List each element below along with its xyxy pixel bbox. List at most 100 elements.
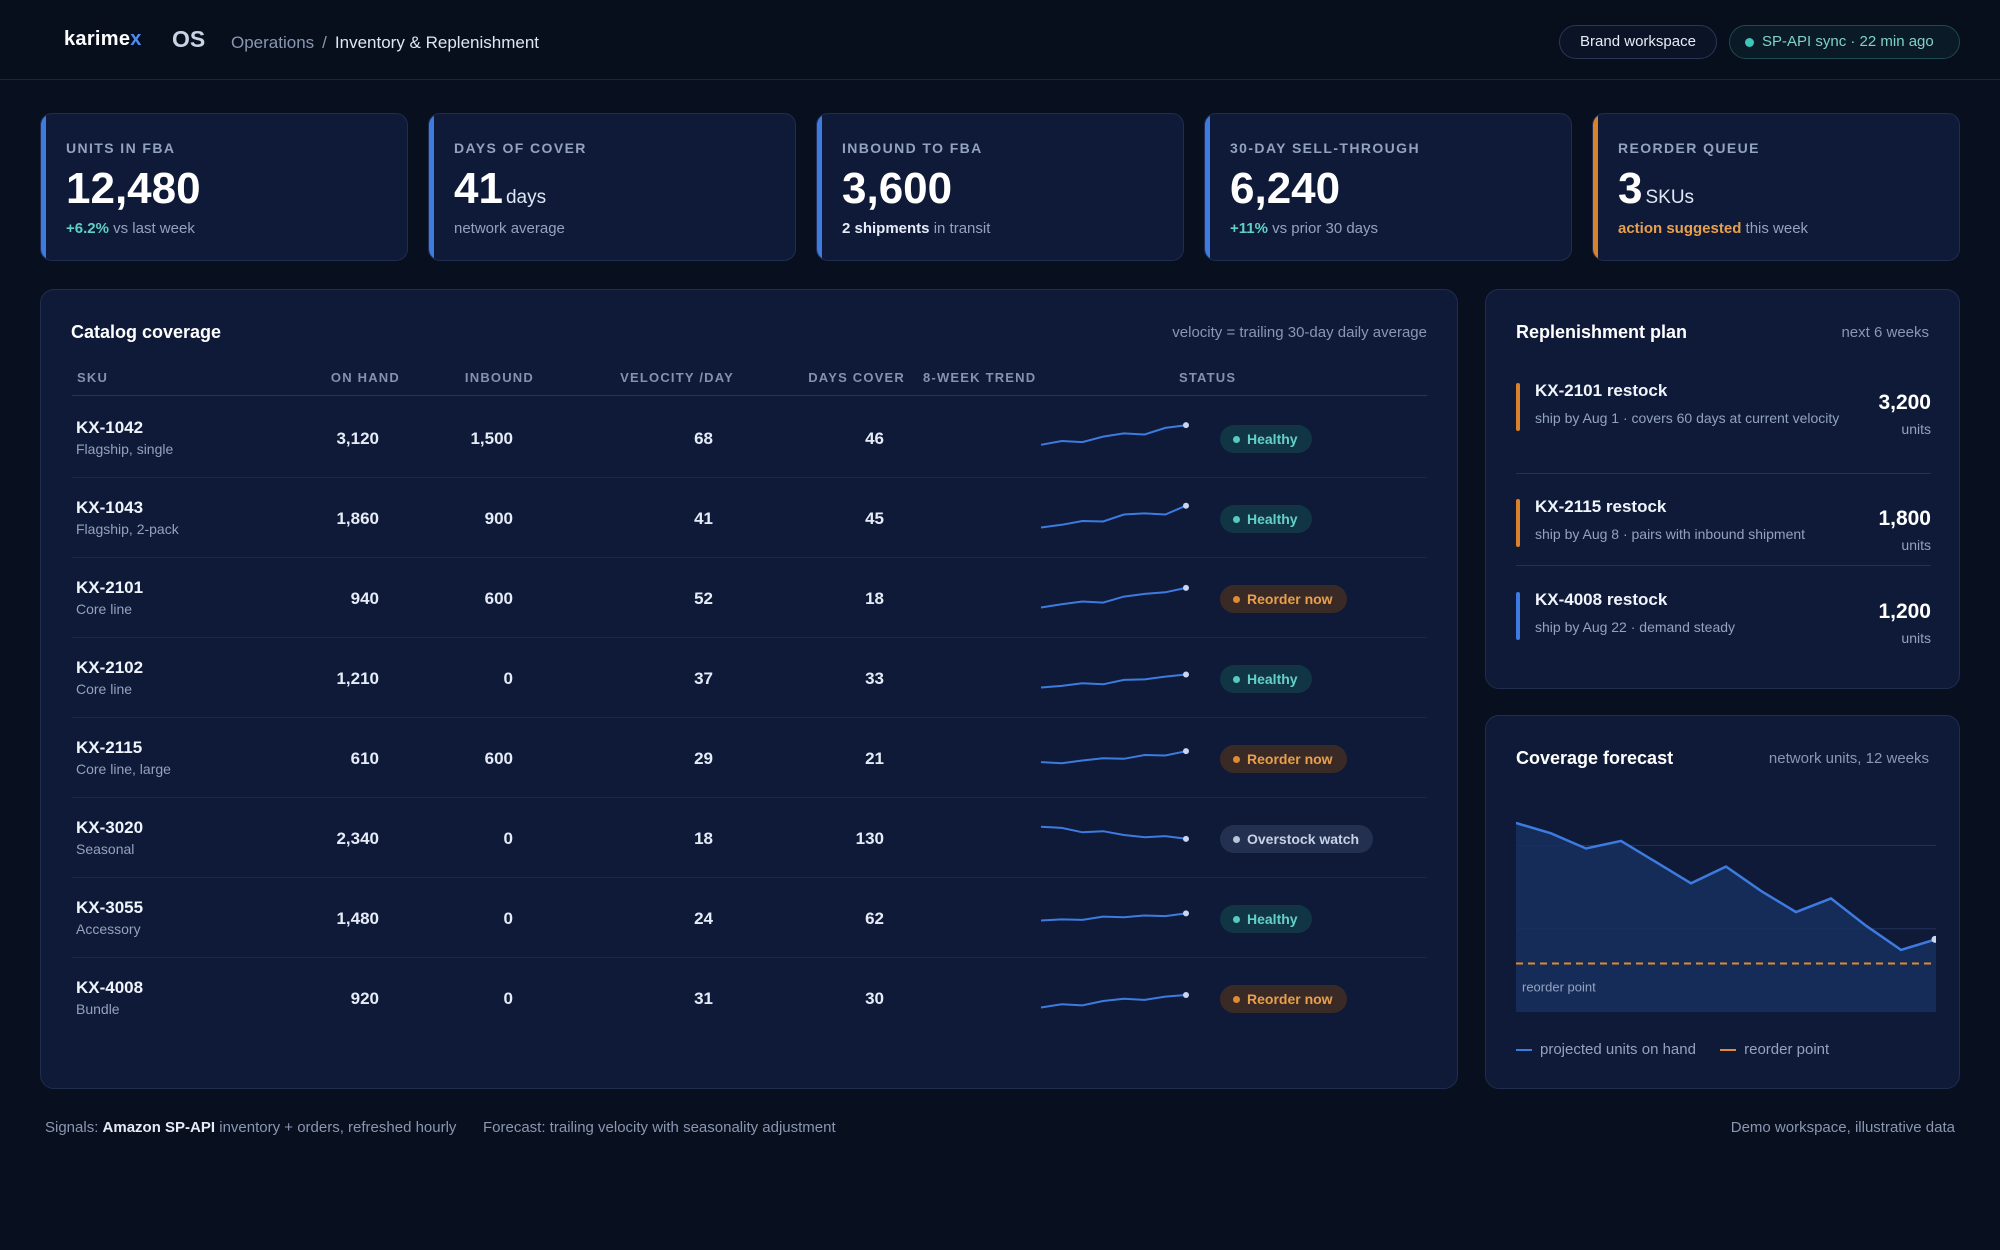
replenishment-item-unit: units (1901, 630, 1931, 646)
replenishment-item[interactable]: KX-2115 restock ship by Aug 8 · pairs wi… (1516, 497, 1931, 557)
on-hand-value: 610 (350, 749, 379, 768)
trend-line (1040, 994, 1187, 1009)
sku-code[interactable]: KX-1042 (76, 418, 144, 437)
kpi-value: 12,480 (66, 164, 201, 213)
sku-code[interactable]: KX-4008 (76, 978, 144, 997)
sku-description: Core line, large (76, 761, 171, 777)
trend-line (1040, 912, 1187, 922)
replenishment-item[interactable]: KX-4008 restock ship by Aug 22 · demand … (1516, 590, 1931, 650)
status-badge: Reorder now (1220, 745, 1347, 773)
table-row[interactable]: KX-3020 Seasonal 2,340 0 18 130 Overstock watc… (72, 798, 1427, 878)
status-badge: Healthy (1220, 665, 1312, 693)
kpi-days-of-cover[interactable]: DAYS OF COVER 41 days network average (428, 113, 796, 261)
column-header-status[interactable]: STATUS (1179, 370, 1237, 385)
status-badge: Overstock watch (1220, 825, 1374, 853)
kpi-inbound-to-fba[interactable]: INBOUND TO FBA 3,600 2 shipments in tran… (816, 113, 1184, 261)
sku-description: Accessory (76, 921, 141, 937)
column-header-velocity[interactable]: VELOCITY /DAY (620, 370, 734, 385)
inbound-value: 0 (503, 669, 513, 688)
sync-status-badge[interactable]: SP-API sync · 22 min ago (1729, 25, 1960, 59)
on-hand-value: 3,120 (336, 429, 379, 448)
table-row[interactable]: KX-4008 Bundle 920 0 31 30 Reorder now (72, 958, 1427, 1038)
status-dot-icon (1233, 836, 1240, 843)
breadcrumb-parent[interactable]: Operations (231, 33, 315, 52)
status-badge: Healthy (1220, 505, 1312, 533)
replenishment-accent-bar (1516, 499, 1520, 547)
days-cover-value: 45 (865, 509, 884, 528)
velocity-value: 37 (694, 669, 713, 688)
trend-endpoint-marker (1183, 835, 1189, 842)
panel-title: Coverage forecast (1516, 748, 1674, 768)
kpi-label: UNITS IN FBA (66, 140, 176, 156)
footer-forecast-note: Forecast: trailing velocity with seasona… (483, 1119, 836, 1136)
sku-code[interactable]: KX-3020 (76, 818, 144, 837)
kpi-accent-bar (429, 114, 434, 260)
sku-code[interactable]: KX-1043 (76, 498, 144, 517)
table-row[interactable]: KX-1042 Flagship, single 3,120 1,500 68 46 Hea… (72, 398, 1427, 478)
kpi-value: 3,600 (842, 164, 953, 213)
projected-area (1516, 823, 1936, 1012)
kpi-sell-through[interactable]: 30-DAY SELL-THROUGH 6,240 +11% vs prior … (1204, 113, 1572, 261)
coverage-forecast-chart: reorder point (1516, 821, 1936, 1012)
table-row[interactable]: KX-3055 Accessory 1,480 0 24 62 Healthy (72, 878, 1427, 958)
kpi-value: 41 days (454, 164, 547, 213)
divider (1516, 473, 1931, 474)
status-badge: Reorder now (1220, 585, 1347, 613)
sku-description: Core line (76, 681, 133, 697)
kpi-value: 3 SKUs (1618, 164, 1695, 213)
inbound-value: 600 (484, 749, 513, 768)
kpi-accent-bar (1205, 114, 1210, 260)
table-row[interactable]: KX-2115 Core line, large 610 600 29 21 Reorder… (72, 718, 1427, 798)
kpi-label: DAYS OF COVER (454, 140, 587, 156)
days-cover-value: 46 (865, 429, 884, 448)
replenishment-accent-bar (1516, 592, 1520, 640)
kpi-reorder-queue[interactable]: REORDER QUEUE 3 SKUs action suggested thi… (1592, 113, 1960, 261)
reorder-point-label: reorder point (1522, 980, 1596, 995)
velocity-value: 68 (694, 429, 713, 448)
velocity-value: 18 (694, 829, 713, 848)
replenishment-item[interactable]: KX-2101 restock ship by Aug 1 · covers 6… (1516, 381, 1931, 471)
replenishment-accent-bar (1516, 383, 1520, 431)
inbound-value: 0 (503, 989, 513, 1008)
trend-endpoint-marker (1183, 584, 1189, 591)
trend-endpoint-marker (1183, 502, 1189, 509)
velocity-value: 41 (694, 509, 713, 528)
panel-note: velocity = trailing 30-day daily average (1172, 324, 1427, 341)
projected-line (1516, 821, 1936, 952)
trend-line (1040, 586, 1187, 609)
sku-code[interactable]: KX-2101 (76, 578, 144, 597)
table-row[interactable]: KX-2101 Core line 940 600 52 18 Reorder now (72, 558, 1427, 638)
trend-sparkline (1040, 502, 1189, 529)
status-dot-icon (1233, 516, 1240, 523)
replenishment-item-detail: ship by Aug 1 · covers 60 days at curren… (1535, 410, 1840, 426)
on-hand-value: 1,480 (336, 909, 379, 928)
workspace-switcher-button[interactable]: Brand workspace (1559, 25, 1717, 59)
status-badge: Reorder now (1220, 985, 1347, 1013)
days-cover-value: 30 (865, 989, 884, 1008)
on-hand-value: 920 (350, 989, 379, 1008)
panel-title: Replenishment plan (1516, 322, 1688, 342)
brand-logo[interactable]: karimex (64, 28, 142, 50)
trend-line (1040, 504, 1187, 529)
column-header-on-hand[interactable]: ON HAND (330, 370, 400, 385)
sku-code[interactable]: KX-2102 (76, 658, 144, 677)
kpi-subtext: action suggested this week (1618, 220, 1809, 237)
column-header-sku[interactable]: SKU (77, 370, 109, 385)
sku-description: Seasonal (76, 841, 135, 857)
table-row[interactable]: KX-1043 Flagship, 2-pack 1,860 900 41 45 Healt… (72, 478, 1427, 558)
projected-endpoint-marker (1931, 935, 1936, 943)
sync-status-dot-icon (1745, 38, 1754, 47)
sku-code[interactable]: KX-2115 (76, 738, 143, 757)
replenishment-item-detail: ship by Aug 8 · pairs with inbound shipm… (1535, 526, 1806, 542)
table-row[interactable]: KX-2102 Core line 1,210 0 37 33 Healthy (72, 638, 1427, 718)
sku-code[interactable]: KX-3055 (76, 898, 144, 917)
replenishment-item-quantity: 3,200 (1878, 391, 1931, 414)
column-header-days-cover[interactable]: DAYS COVER (808, 370, 905, 385)
kpi-units-in-fba[interactable]: UNITS IN FBA 12,480 +6.2% vs last week (40, 113, 408, 261)
trend-endpoint-marker (1183, 910, 1189, 917)
trend-endpoint-marker (1183, 671, 1189, 678)
legend-swatch (1516, 1049, 1532, 1052)
column-header-inbound[interactable]: INBOUND (464, 370, 534, 385)
sku-description: Flagship, 2-pack (76, 521, 179, 537)
kpi-value: 6,240 (1230, 164, 1341, 213)
